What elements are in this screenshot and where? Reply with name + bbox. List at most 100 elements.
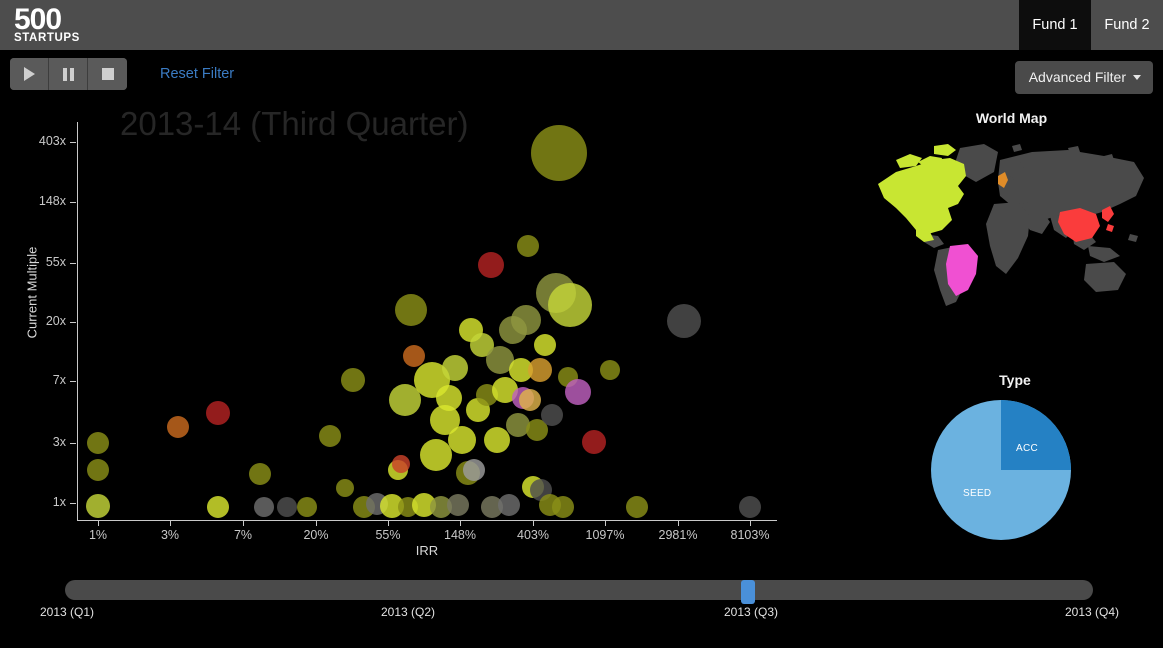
logo-startups-text: STARTUPS bbox=[14, 32, 80, 44]
play-icon bbox=[23, 67, 35, 81]
y-tick-mark bbox=[70, 443, 76, 444]
scatter-bubble[interactable] bbox=[249, 463, 271, 485]
map-region-china-japan bbox=[1058, 206, 1114, 242]
type-pie-title: Type bbox=[999, 372, 1031, 388]
scatter-bubble[interactable] bbox=[420, 439, 452, 471]
scatter-bubble[interactable] bbox=[254, 497, 274, 517]
pause-icon bbox=[62, 67, 74, 81]
reset-filter-link[interactable]: Reset Filter bbox=[160, 66, 235, 82]
map-region-uk bbox=[998, 172, 1008, 188]
y-axis-label: Current Multiple bbox=[24, 246, 40, 339]
scatter-bubble[interactable] bbox=[519, 389, 541, 411]
y-tick-mark bbox=[70, 263, 76, 264]
scatter-bubble[interactable] bbox=[534, 334, 556, 356]
x-tick-mark bbox=[98, 520, 99, 526]
advanced-filter-button[interactable]: Advanced Filter bbox=[1014, 61, 1153, 94]
fund-tabs: Fund 1 Fund 2 bbox=[1019, 0, 1163, 50]
scatter-bubble[interactable] bbox=[667, 304, 701, 338]
x-tick-label: 20% bbox=[303, 528, 329, 542]
y-tick-mark bbox=[70, 381, 76, 382]
scatter-bubble[interactable] bbox=[403, 345, 425, 367]
x-tick-mark bbox=[170, 520, 171, 526]
scatter-bubble[interactable] bbox=[541, 404, 563, 426]
map-region-north-america bbox=[878, 144, 966, 242]
scatter-bubble[interactable] bbox=[442, 355, 468, 381]
stop-button[interactable] bbox=[88, 58, 127, 90]
x-axis-label: IRR bbox=[415, 543, 439, 558]
timeline-track[interactable] bbox=[65, 580, 1093, 604]
scatter-bubble[interactable] bbox=[86, 494, 110, 518]
scatter-bubble[interactable] bbox=[436, 385, 462, 411]
timeline-tick-label: 2013 (Q4) bbox=[1065, 605, 1120, 619]
timeline-tick-label: 2013 (Q3) bbox=[723, 605, 779, 619]
world-map-title: World Map bbox=[975, 110, 1048, 126]
scatter-bubble[interactable] bbox=[448, 426, 476, 454]
scatter-bubble[interactable] bbox=[600, 360, 620, 380]
scatter-bubble[interactable] bbox=[478, 252, 504, 278]
x-tick-mark bbox=[460, 520, 461, 526]
scatter-bubble[interactable] bbox=[739, 496, 761, 518]
scatter-bubble[interactable] bbox=[528, 358, 552, 382]
scatter-bubble[interactable] bbox=[430, 496, 452, 518]
toolbar: Reset Filter bbox=[0, 50, 1163, 106]
scatter-bubble[interactable] bbox=[548, 283, 592, 327]
x-tick-label: 55% bbox=[375, 528, 401, 542]
y-axis-line bbox=[77, 122, 78, 520]
timeline-handle[interactable] bbox=[740, 580, 755, 604]
scatter-bubble[interactable] bbox=[319, 425, 341, 447]
scatter-bubble[interactable] bbox=[167, 416, 189, 438]
y-tick-mark bbox=[70, 322, 76, 323]
scatter-bubble[interactable] bbox=[481, 496, 503, 518]
y-tick-label: 148x bbox=[38, 194, 66, 208]
world-map-svg[interactable] bbox=[872, 138, 1152, 318]
scatter-bubble[interactable] bbox=[336, 479, 354, 497]
scatter-bubble[interactable] bbox=[626, 496, 648, 518]
scatter-bubble[interactable] bbox=[526, 419, 548, 441]
x-tick-label: 7% bbox=[233, 528, 253, 542]
y-tick-mark bbox=[70, 142, 76, 143]
brand-logo: 500 STARTUPS bbox=[14, 5, 84, 45]
scatter-bubble[interactable] bbox=[395, 294, 427, 326]
scatter-bubble[interactable] bbox=[447, 494, 469, 516]
scatter-bubble[interactable] bbox=[463, 459, 485, 481]
play-button[interactable] bbox=[10, 58, 49, 90]
scatter-bubble[interactable] bbox=[207, 496, 229, 518]
playback-controls bbox=[10, 58, 127, 90]
world-map-panel: World Map bbox=[860, 110, 1163, 325]
type-pie-chart[interactable]: ACC SEED bbox=[931, 400, 1071, 540]
scatter-bubble[interactable] bbox=[552, 496, 574, 518]
scatter-bubble[interactable] bbox=[87, 432, 109, 454]
scatter-plot[interactable]: 2013-14 (Third Quarter) Current Multiple… bbox=[0, 100, 800, 570]
scatter-bubble[interactable] bbox=[206, 401, 230, 425]
scatter-bubble[interactable] bbox=[531, 125, 587, 181]
pie-slice-acc[interactable] bbox=[1001, 400, 1071, 470]
x-tick-label: 1% bbox=[88, 528, 108, 542]
advanced-filter-label: Advanced Filter bbox=[1028, 69, 1126, 85]
y-tick-label: 55x bbox=[45, 255, 66, 269]
tab-fund-2[interactable]: Fund 2 bbox=[1091, 0, 1163, 50]
scatter-bubble[interactable] bbox=[87, 459, 109, 481]
scatter-bubble[interactable] bbox=[297, 497, 317, 517]
pie-svg[interactable] bbox=[931, 400, 1071, 540]
scatter-bubble[interactable] bbox=[511, 305, 541, 335]
timeline-slider[interactable]: 2013 (Q1) 2013 (Q2) 2013 (Q3) 2013 (Q4) bbox=[0, 575, 1163, 635]
scatter-bubble[interactable] bbox=[498, 494, 520, 516]
x-tick-mark bbox=[243, 520, 244, 526]
x-tick-label: 2981% bbox=[658, 528, 698, 542]
scatter-bubble[interactable] bbox=[517, 235, 539, 257]
scatter-bubble[interactable] bbox=[392, 455, 410, 473]
chevron-down-icon bbox=[1133, 74, 1141, 80]
y-tick-mark bbox=[70, 503, 76, 504]
x-tick-mark bbox=[533, 520, 534, 526]
scatter-bubble[interactable] bbox=[565, 379, 591, 405]
scatter-plot-title: 2013-14 (Third Quarter) bbox=[120, 105, 469, 142]
y-tick-mark bbox=[70, 202, 76, 203]
tab-fund-1[interactable]: Fund 1 bbox=[1019, 0, 1091, 50]
scatter-bubble[interactable] bbox=[582, 430, 606, 454]
scatter-bubble[interactable] bbox=[277, 497, 297, 517]
y-tick-label: 403x bbox=[38, 134, 66, 148]
scatter-bubble[interactable] bbox=[484, 427, 510, 453]
pause-button[interactable] bbox=[49, 58, 88, 90]
scatter-bubble[interactable] bbox=[341, 368, 365, 392]
x-tick-label: 8103% bbox=[730, 528, 770, 542]
